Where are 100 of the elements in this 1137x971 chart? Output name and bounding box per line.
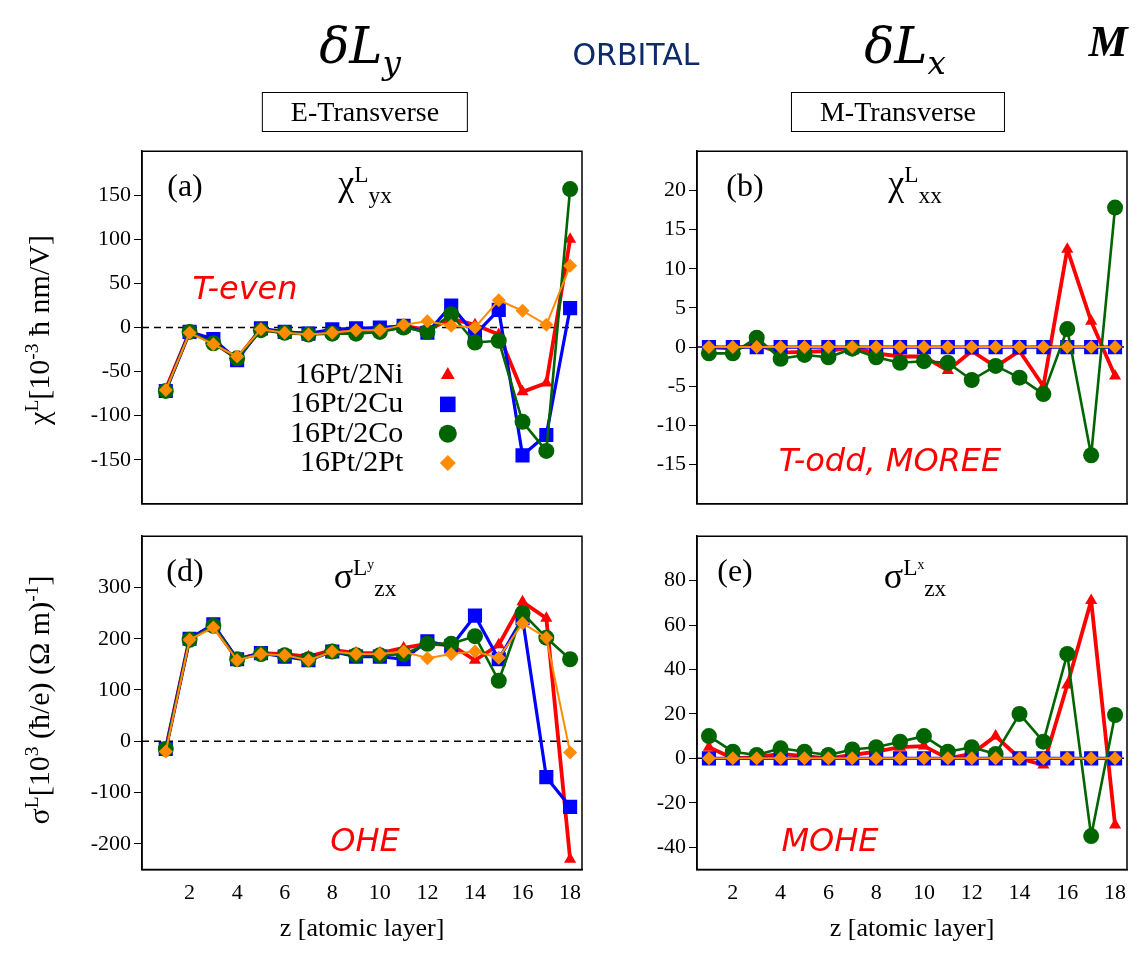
point — [563, 745, 578, 760]
point — [963, 372, 980, 388]
point — [915, 353, 932, 370]
x-tick-label: 2 — [727, 879, 739, 905]
x-tick-label: 18 — [1104, 879, 1127, 905]
chart-title: δL$_{y}$ — [319, 16, 401, 82]
chart-title: δL$_{x}$ — [864, 16, 946, 82]
point — [466, 628, 483, 645]
x-tick-label: 2 — [184, 879, 196, 905]
point — [444, 318, 459, 333]
x-tick-label: 6 — [279, 879, 291, 905]
y-tick-label: 0 — [120, 727, 131, 753]
point — [963, 739, 980, 756]
point — [444, 647, 459, 662]
point — [538, 442, 555, 459]
x-tick-label: 10 — [912, 879, 935, 905]
point — [466, 334, 483, 351]
point — [1011, 705, 1028, 722]
point — [1059, 321, 1076, 338]
x-tick-label: 10 — [368, 879, 391, 905]
x-axis-title: z [atomic layer] — [829, 913, 995, 943]
annotation: (a) — [167, 167, 203, 203]
point — [939, 354, 956, 371]
point — [1107, 707, 1124, 724]
annotation: MOHE — [781, 821, 879, 859]
point — [467, 644, 482, 659]
annotation: T-even — [192, 269, 298, 307]
x-tick-label: 6 — [822, 879, 834, 905]
y-tick-label: -40 — [656, 832, 686, 858]
point — [989, 729, 1002, 740]
point — [1085, 593, 1098, 605]
point — [915, 728, 932, 745]
y-tick-label: 200 — [98, 624, 131, 650]
y-tick-label: -10 — [656, 411, 686, 437]
point — [1083, 828, 1100, 845]
y-tick-label: -15 — [656, 450, 686, 476]
x-tick-label: 4 — [775, 879, 787, 905]
point — [490, 672, 507, 689]
annotation: (e) — [717, 552, 753, 588]
y-tick-label: -100 — [90, 401, 131, 427]
point — [563, 258, 578, 273]
point — [1011, 369, 1028, 386]
text: ORBITAL — [572, 37, 700, 72]
point — [1035, 386, 1052, 403]
x-tick-label: 12 — [960, 879, 983, 905]
point — [443, 306, 460, 323]
x-tick-label: 12 — [416, 879, 439, 905]
text: M — [1088, 17, 1128, 66]
point — [772, 350, 789, 367]
y-tick-label: -50 — [101, 357, 131, 383]
chart-subtitle: E-Transverse — [261, 92, 469, 132]
point — [563, 799, 578, 814]
point — [1059, 645, 1076, 662]
point — [516, 384, 529, 396]
y-tick-label: 100 — [98, 675, 131, 701]
point — [1035, 733, 1052, 750]
point — [868, 739, 885, 756]
x-tick-label: 8 — [326, 879, 338, 905]
annotation: (b) — [726, 167, 764, 203]
point — [562, 651, 579, 668]
y-tick-label: 300 — [98, 573, 131, 599]
y-tick-label: 150 — [98, 181, 131, 207]
y-tick-label: 50 — [109, 269, 131, 295]
y-tick-label: 5 — [675, 293, 686, 319]
x-tick-label: 16 — [511, 879, 534, 905]
annotation: OHE — [330, 821, 400, 859]
point — [491, 293, 506, 308]
x-tick-label: 14 — [1008, 879, 1031, 905]
x-tick-label: 18 — [559, 879, 582, 905]
point — [515, 303, 530, 318]
chart-subtitle: M-Transverse — [790, 92, 1006, 132]
point — [467, 320, 482, 335]
y-tick-label: 0 — [675, 744, 686, 770]
point — [514, 413, 531, 430]
point — [1107, 199, 1124, 216]
point — [516, 594, 529, 606]
point — [1061, 242, 1074, 253]
y-tick-label: -20 — [656, 788, 686, 814]
annotation: T-odd, MOREE — [778, 441, 1002, 479]
y-tick-label: -100 — [90, 778, 131, 804]
point — [396, 644, 411, 659]
point — [540, 611, 553, 622]
point — [420, 314, 435, 329]
point — [515, 616, 530, 631]
point — [700, 728, 717, 745]
point — [420, 651, 435, 666]
point — [1085, 314, 1098, 325]
point — [1083, 447, 1100, 464]
point — [563, 301, 578, 316]
y-tick-label: 100 — [98, 225, 131, 251]
y-tick-label: 10 — [664, 254, 686, 280]
y-tick-label: -150 — [90, 445, 131, 471]
x-tick-label: 4 — [231, 879, 243, 905]
y-tick-label: 20 — [664, 176, 686, 202]
point — [562, 181, 579, 198]
y-tick-label: 15 — [664, 215, 686, 241]
point — [1108, 369, 1122, 380]
point — [490, 332, 507, 349]
annotation: (d) — [166, 552, 204, 588]
y-tick-label: 80 — [664, 566, 686, 592]
